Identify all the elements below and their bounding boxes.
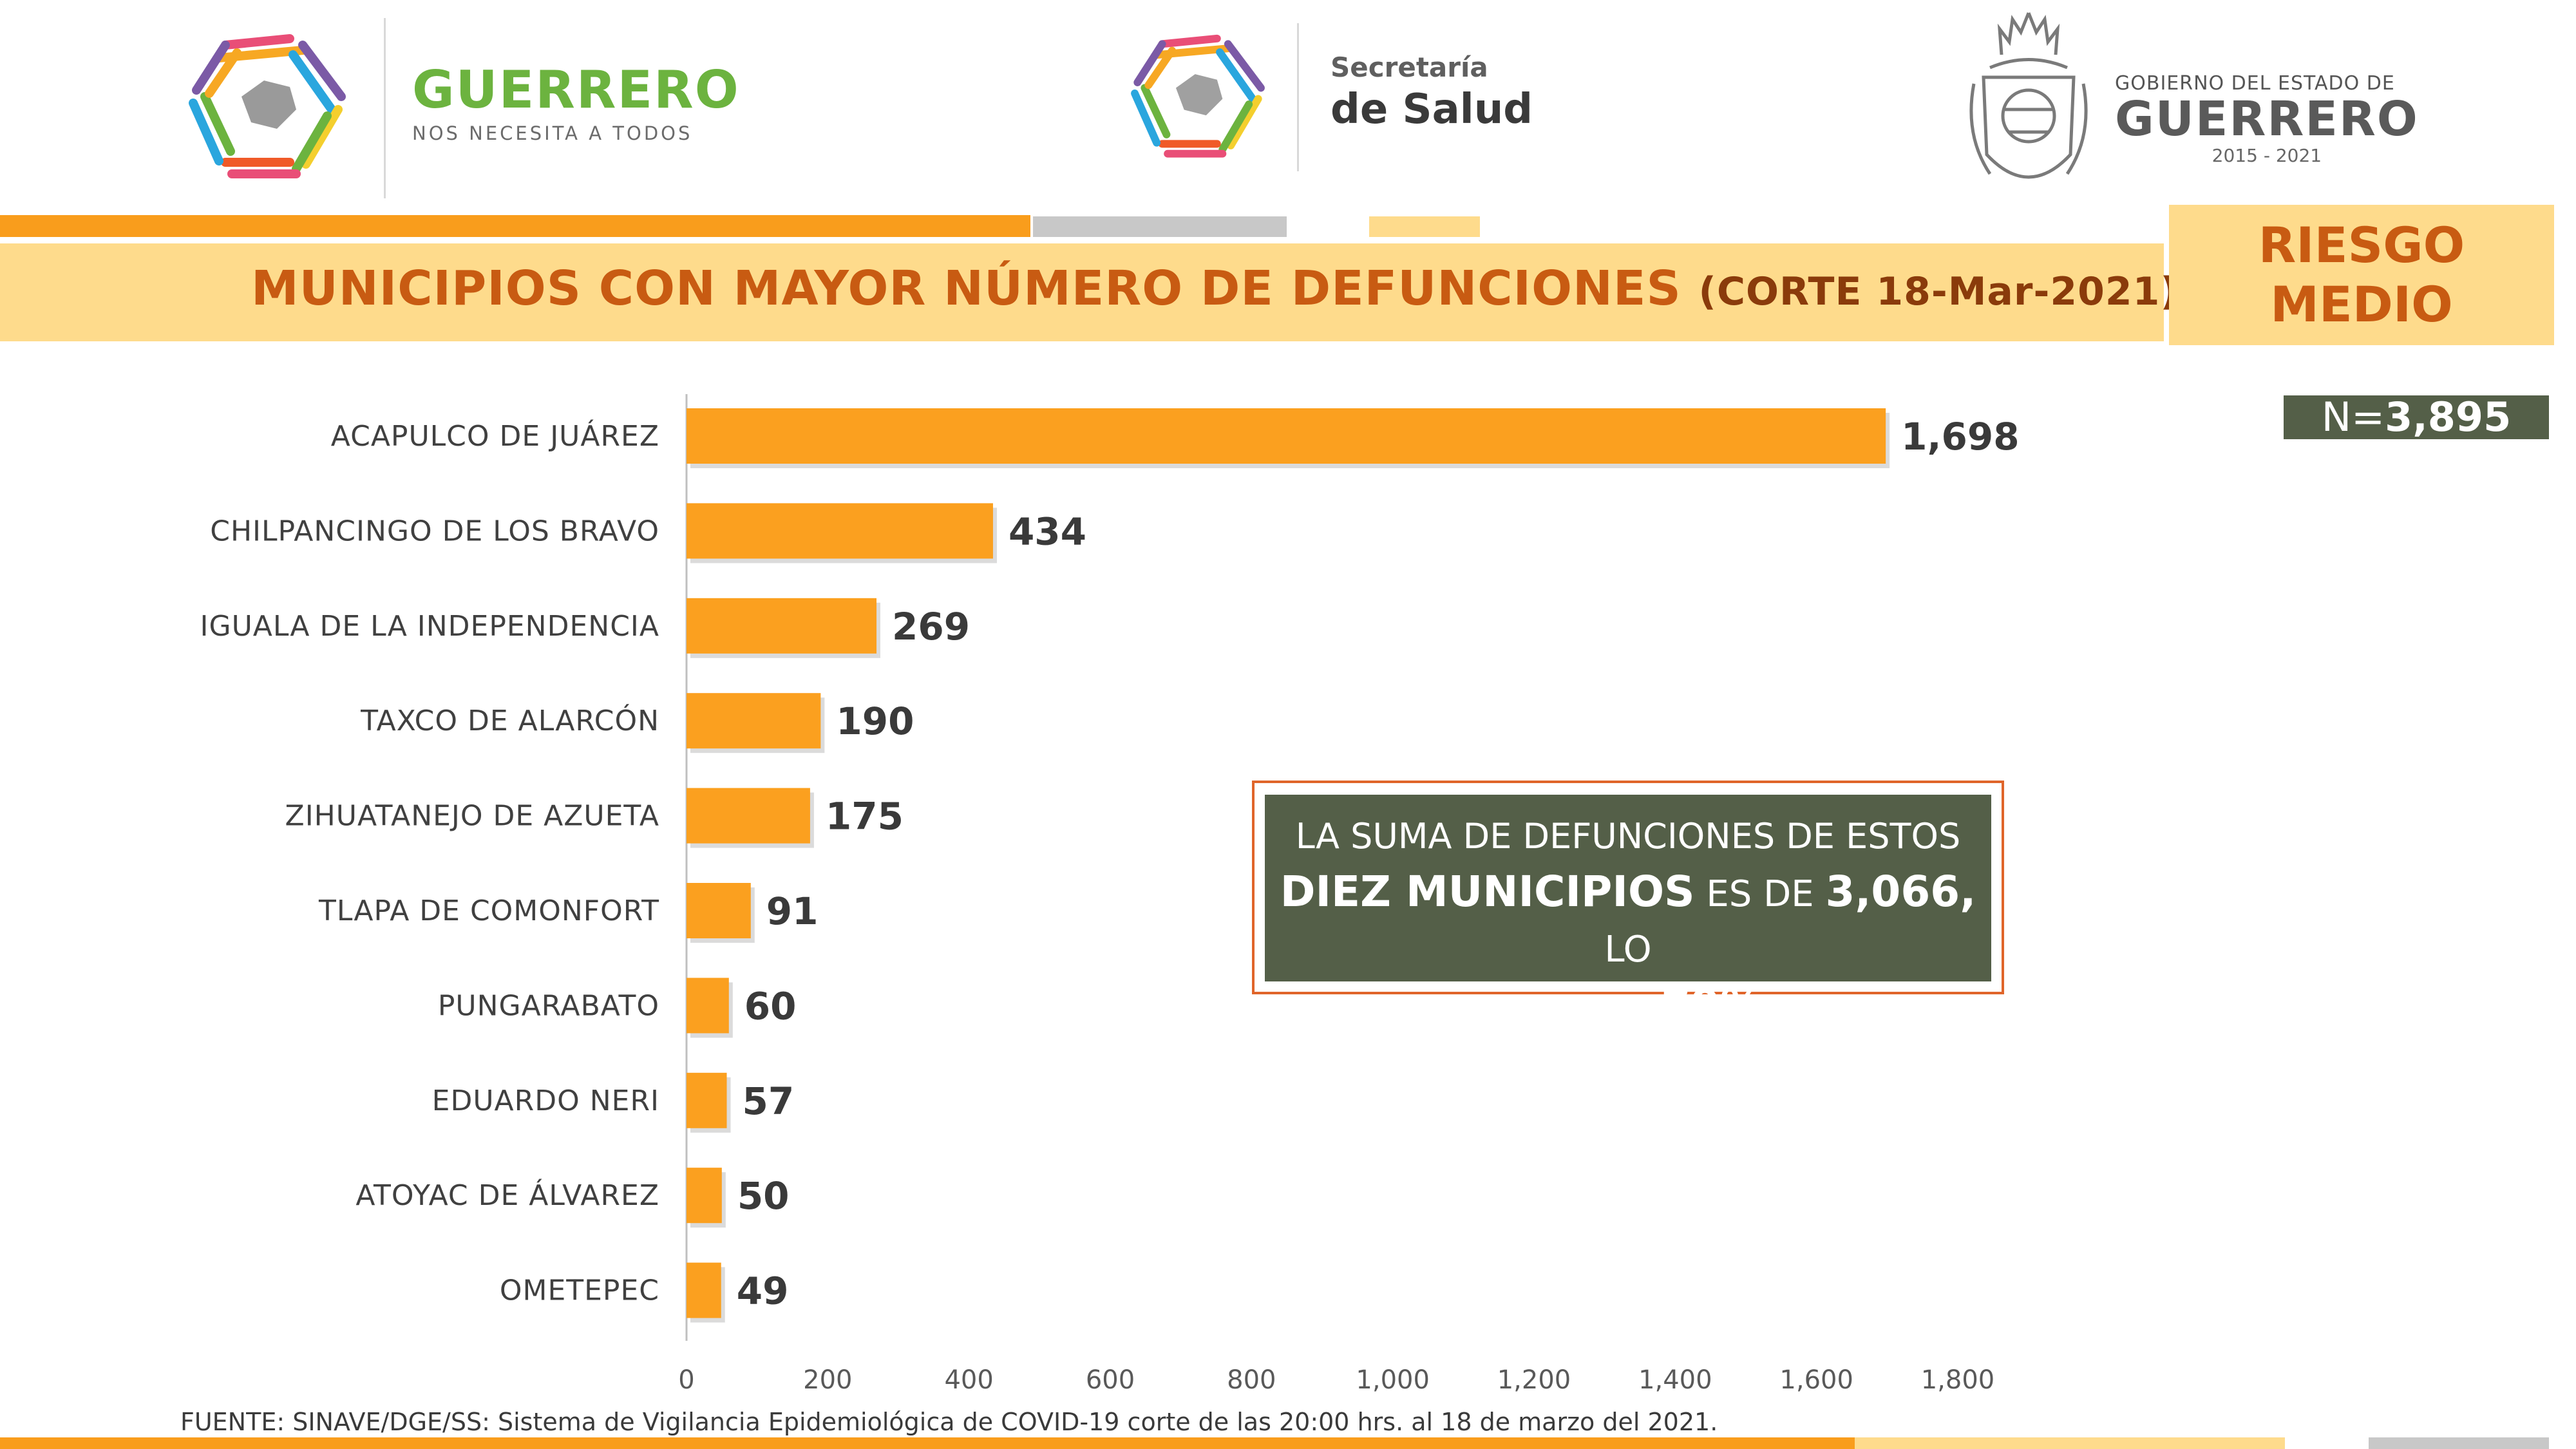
- annotation-of-total: DEL TOTAL: [1763, 989, 1956, 1028]
- bar: [687, 788, 810, 844]
- bar: [687, 693, 821, 749]
- x-tick-label: 800: [1227, 1365, 1276, 1395]
- category-label: CHILPANCINGO DE LOS BRAVO: [210, 515, 659, 547]
- bottom-stripe-gray: [2369, 1437, 2549, 1449]
- category-label: ACAPULCO DE JUÁREZ: [331, 419, 659, 453]
- title-cut-date: (CORTE 18-Mar-2021): [1698, 269, 2179, 314]
- title-band: [0, 243, 2164, 341]
- top-stripe-orange: [0, 215, 1030, 237]
- category-label: TLAPA DE COMONFORT: [318, 895, 659, 927]
- category-label: OMETEPEC: [500, 1274, 659, 1307]
- bar: [687, 503, 993, 559]
- bar: [687, 1168, 722, 1224]
- salud-ring-logo: [1131, 34, 1265, 158]
- x-tick-label: 200: [803, 1365, 852, 1395]
- bar: [687, 1262, 721, 1318]
- value-label: 50: [737, 1174, 790, 1218]
- gobierno-name: GUERRERO: [2115, 91, 2419, 147]
- bar: [687, 598, 877, 654]
- guerrero-ring-logo: [189, 34, 346, 178]
- bar: [687, 408, 1886, 464]
- value-label: 49: [737, 1269, 789, 1313]
- x-tick-label: 600: [1086, 1365, 1135, 1395]
- gobierno-brand: GOBIERNO DEL ESTADO DE GUERRERO 2015 - 2…: [2115, 72, 2419, 166]
- top-stripe-gray: [1033, 216, 1287, 237]
- bars-layer: ACAPULCO DE JUÁREZ 1,698 CHILPANCINGO DE L…: [200, 394, 2020, 1395]
- guerrero-brand-name: GUERRERO: [412, 60, 740, 120]
- value-label: 434: [1009, 509, 1086, 553]
- annotation-box: LA SUMA DE DEFUNCIONES DE ESTOS DIEZ MUN…: [1265, 795, 1991, 1030]
- salud-divider: [1297, 23, 1299, 171]
- total-badge: N=3,895: [2284, 395, 2549, 439]
- gobierno-top-label: GOBIERNO DEL ESTADO DE: [2115, 72, 2395, 95]
- annotation-sum-value: 3,066,: [1825, 867, 1976, 916]
- bottom-stripe-orange: [0, 1437, 1855, 1449]
- salud-brand: Secretaría de Salud: [1331, 52, 1533, 133]
- total-prefix: N=: [2321, 393, 2385, 440]
- category-label: ZIHUATANEJO DE AZUETA: [285, 800, 659, 833]
- page-title: MUNICIPIOS CON MAYOR NÚMERO DE DEFUNCION…: [251, 261, 2179, 316]
- top-stripe-yellow: [1369, 216, 1480, 237]
- state-seal-icon: [1969, 12, 2088, 179]
- value-label: 91: [766, 889, 819, 933]
- risk-line-1: RIESGO: [2258, 216, 2465, 274]
- risk-line-2: MEDIO: [2270, 276, 2453, 333]
- bar: [687, 1072, 727, 1128]
- x-tick-label: 1,000: [1356, 1365, 1430, 1395]
- x-tick-label: 400: [944, 1365, 993, 1395]
- guerrero-tagline: NOS NECESITA A TODOS: [412, 122, 693, 144]
- gobierno-years: 2015 - 2021: [2211, 144, 2322, 166]
- value-label: 175: [826, 795, 904, 838]
- x-tick-label: 1,400: [1638, 1365, 1712, 1395]
- risk-badge: RIESGO MEDIO: [2169, 205, 2554, 345]
- title-main: MUNICIPIOS CON MAYOR NÚMERO DE DEFUNCION…: [251, 261, 1681, 316]
- category-label: EDUARDO NERI: [432, 1084, 659, 1117]
- annotation-represents: QUE REPRESENTA EL: [1300, 989, 1662, 1028]
- annotation-percent: 79%: [1661, 980, 1763, 1030]
- category-label: IGUALA DE LA INDEPENDENCIA: [200, 610, 659, 643]
- bar: [687, 978, 729, 1034]
- annotation-lo: LO: [1604, 929, 1652, 971]
- guerrero-brand: GUERRERO NOS NECESITA A TODOS: [412, 60, 740, 145]
- source-note: FUENTE: SINAVE/DGE/SS: Sistema de Vigila…: [180, 1408, 1718, 1436]
- value-label: 57: [743, 1079, 795, 1123]
- annotation-bold-municipios: DIEZ MUNICIPIOS: [1280, 867, 1695, 916]
- x-tick-label: 1,600: [1779, 1365, 1853, 1395]
- value-label: 60: [744, 984, 797, 1028]
- annotation-line-1: LA SUMA DE DEFUNCIONES DE ESTOS: [1295, 816, 1961, 857]
- value-label: 190: [836, 699, 914, 743]
- x-tick-label: 1,800: [1921, 1365, 1995, 1395]
- value-label: 269: [892, 605, 970, 649]
- total-value: 3,895: [2385, 393, 2512, 440]
- category-label: PUNGARABATO: [438, 989, 659, 1022]
- bottom-stripe-yellow: [1855, 1437, 2285, 1449]
- annotation-line-3: QUE REPRESENTA EL 79% DEL TOTAL: [1265, 978, 1991, 1036]
- category-label: TAXCO DE ALARCÓN: [360, 703, 659, 737]
- x-tick-label: 1,200: [1497, 1365, 1571, 1395]
- value-label: 1,698: [1901, 415, 2019, 459]
- salud-label-top: Secretaría: [1331, 52, 1488, 83]
- category-label: ATOYAC DE ÁLVAREZ: [355, 1178, 659, 1212]
- salud-label-bottom: de Salud: [1331, 86, 1533, 133]
- annotation-mid: ES DE: [1694, 873, 1826, 915]
- x-tick-label: 0: [678, 1365, 694, 1395]
- bar: [687, 883, 751, 938]
- annotation-line-2: DIEZ MUNICIPIOS ES DE 3,066, LO: [1265, 864, 1991, 978]
- header-divider: [384, 18, 386, 198]
